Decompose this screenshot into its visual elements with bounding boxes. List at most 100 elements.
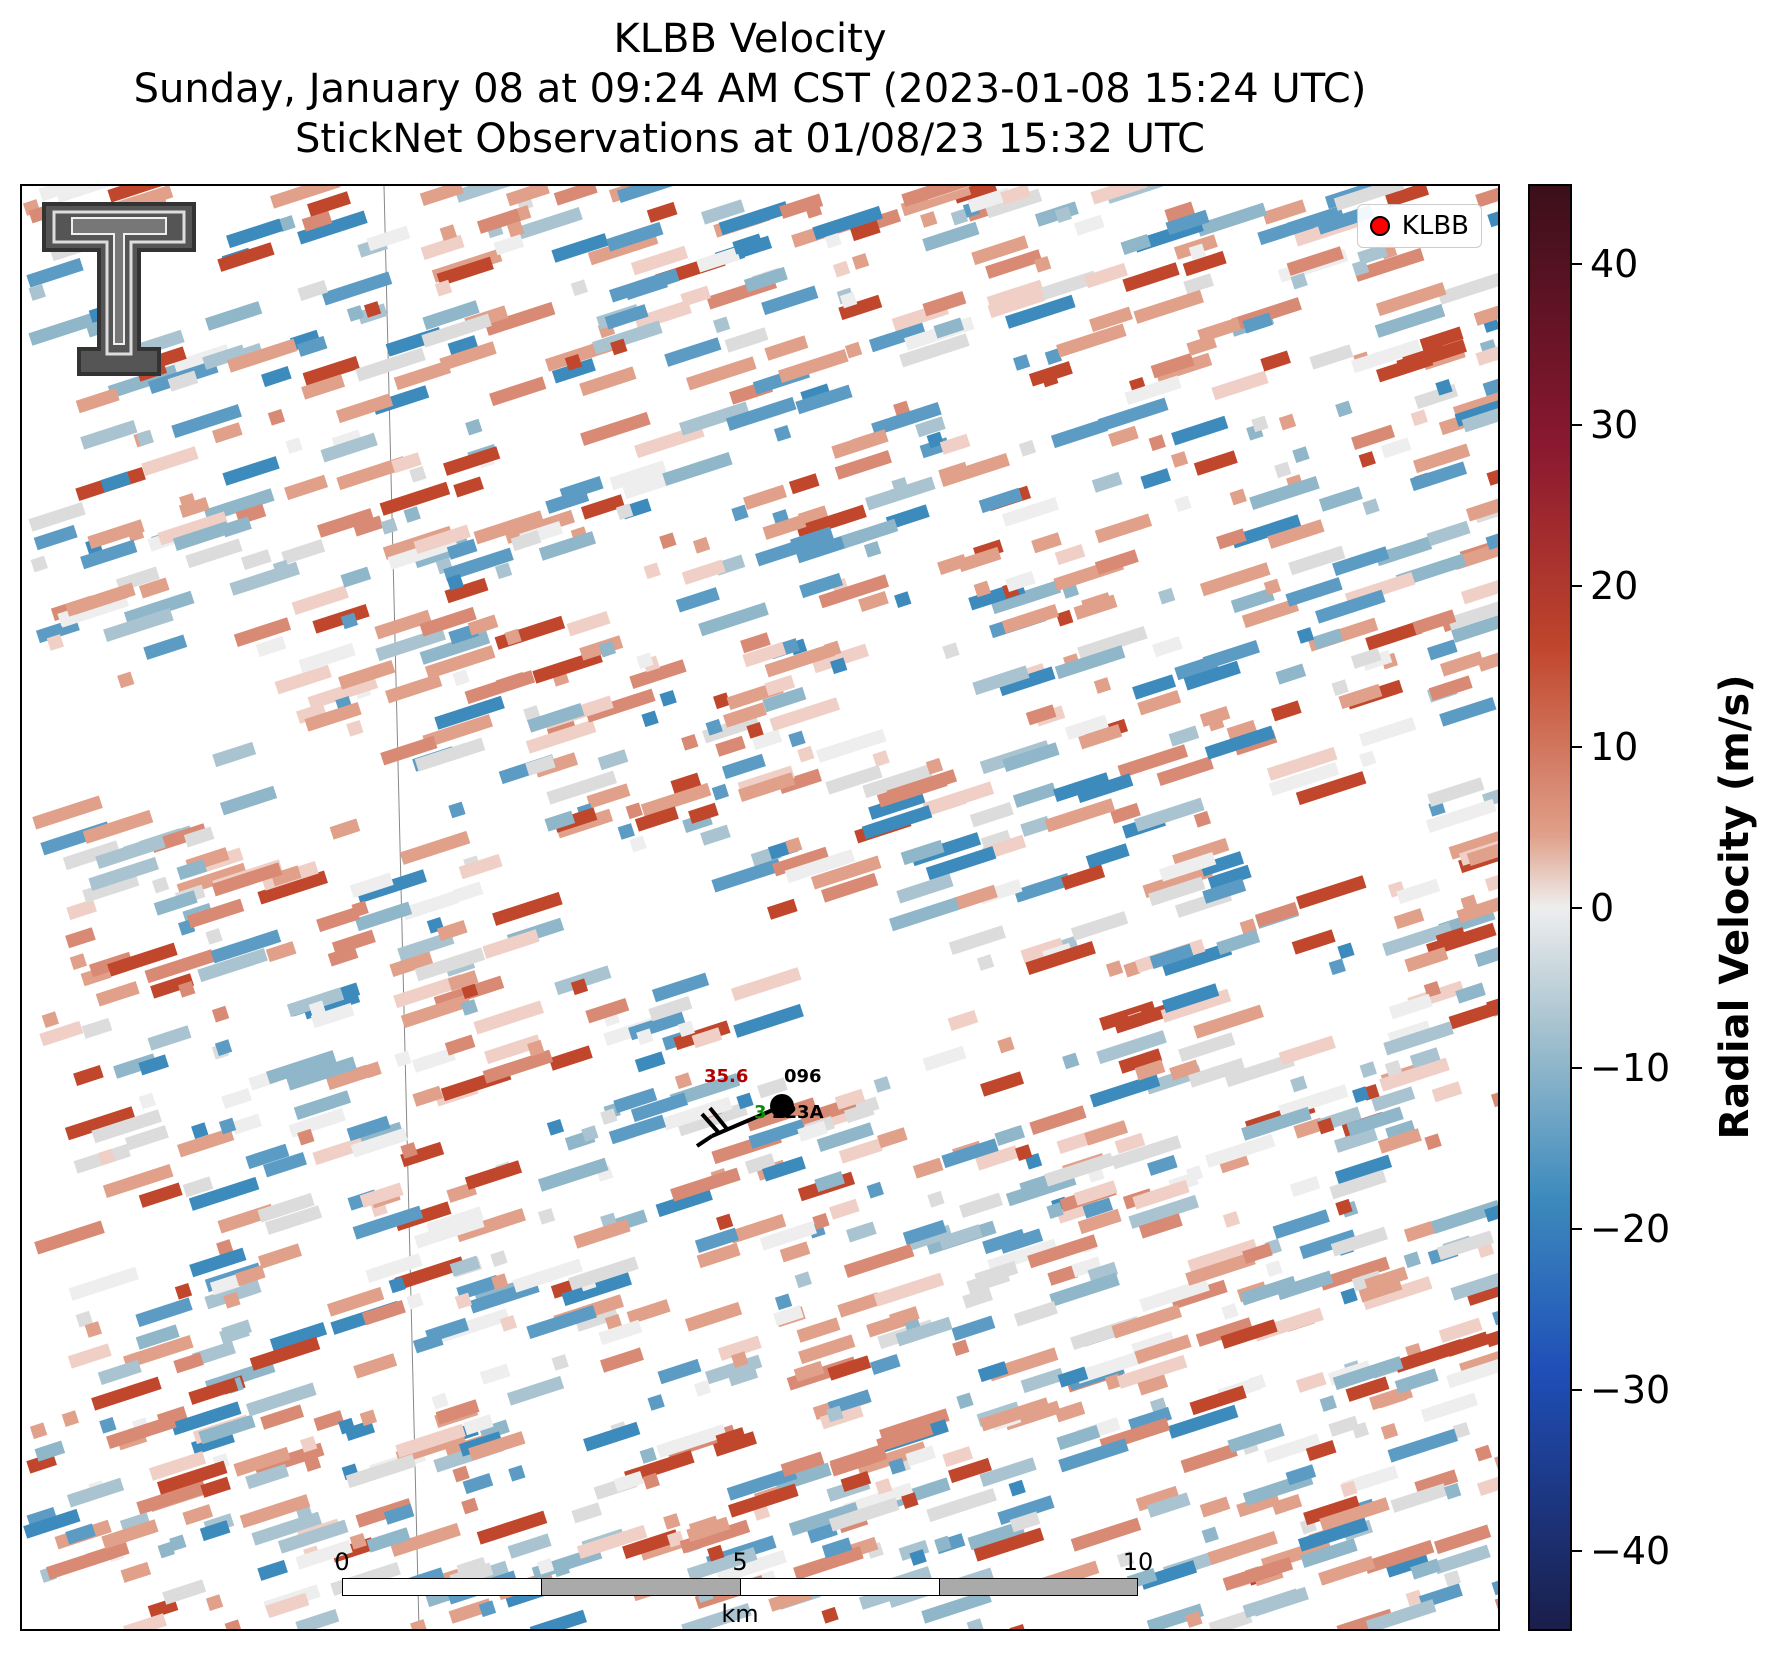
velocity-cell: [364, 1061, 382, 1079]
velocity-cell: [1097, 397, 1169, 432]
sticknet-station-plot[interactable]: 35.6 096 3 223A: [692, 1066, 852, 1176]
velocity-cell: [462, 1473, 494, 1495]
velocity-cell: [715, 735, 746, 757]
velocity-cell: [951, 1315, 996, 1341]
velocity-cell: [828, 1497, 900, 1532]
velocity-cell: [1491, 1565, 1498, 1596]
velocity-cell: [724, 327, 769, 353]
velocity-cell: [1120, 233, 1152, 255]
velocity-cell: [359, 1409, 378, 1427]
colorbar-tick: [1572, 1228, 1582, 1231]
velocity-cell: [281, 539, 326, 565]
velocity-cell: [889, 897, 960, 932]
velocity-cell: [1271, 1493, 1303, 1515]
velocity-cell: [796, 504, 867, 539]
velocity-cell: [821, 1606, 839, 1624]
velocity-cell: [696, 1242, 741, 1269]
velocity-cell: [34, 1440, 66, 1462]
velocity-cell: [119, 1512, 151, 1534]
velocity-cell: [157, 1541, 175, 1559]
velocity-cell: [858, 590, 889, 612]
velocity-cell: [296, 702, 327, 724]
velocity-cell: [1201, 1526, 1219, 1544]
velocity-cell: [1182, 250, 1227, 277]
velocity-cell: [795, 384, 853, 415]
velocity-cell: [439, 224, 458, 241]
velocity-cell: [439, 341, 497, 371]
velocity-cell: [113, 1053, 158, 1079]
velocity-cell: [812, 1212, 830, 1230]
velocity-cell: [97, 1359, 142, 1385]
velocity-cell: [1013, 354, 1031, 371]
velocity-cell: [1486, 456, 1498, 486]
velocity-cell: [1446, 1358, 1498, 1389]
velocity-cell: [211, 1005, 230, 1023]
velocity-cell: [1207, 864, 1252, 891]
velocity-cell: [453, 476, 484, 498]
velocity-cell: [1189, 1385, 1247, 1416]
velocity-cell: [1443, 1570, 1462, 1587]
velocity-cell: [1248, 1374, 1267, 1391]
velocity-cell: [608, 1114, 667, 1145]
velocity-cell: [581, 1125, 599, 1142]
velocity-cell: [507, 1533, 552, 1559]
velocity-cell: [838, 294, 883, 321]
velocity-cell: [1427, 639, 1458, 661]
velocity-cell: [977, 1361, 1009, 1383]
velocity-cell: [148, 1451, 207, 1481]
velocity-cell: [659, 532, 677, 550]
velocity-cell: [1423, 980, 1442, 998]
velocity-cell: [1199, 1496, 1231, 1518]
velocity-cell: [525, 719, 597, 754]
velocity-cell: [209, 1274, 241, 1296]
velocity-cell: [1046, 1202, 1064, 1219]
velocity-cell: [476, 208, 521, 234]
velocity-cell: [985, 249, 1043, 279]
velocity-cell: [82, 809, 154, 844]
radar-map[interactable]: KLBB 35.6 096 3 223A: [20, 184, 1500, 1631]
velocity-cell: [1424, 1133, 1442, 1151]
velocity-cell: [546, 770, 617, 805]
legend-label: KLBB: [1401, 211, 1469, 241]
velocity-cell: [489, 376, 547, 407]
velocity-cell: [1466, 836, 1498, 867]
velocity-cell: [463, 1414, 494, 1436]
velocity-cell: [1374, 536, 1433, 567]
velocity-cell: [1413, 443, 1471, 474]
velocity-cell: [625, 802, 643, 820]
velocity-cell: [1477, 1466, 1498, 1496]
velocity-cell: [1002, 742, 1060, 772]
velocity-cell: [711, 858, 782, 893]
velocity-cell: [138, 577, 170, 599]
velocity-cell: [401, 890, 459, 921]
velocity-cell: [452, 1465, 470, 1483]
velocity-cell: [185, 538, 243, 569]
velocity-cell: [1465, 496, 1498, 522]
velocity-cell: [221, 1319, 252, 1341]
velocity-cell: [366, 1527, 411, 1553]
velocity-cell: [349, 872, 394, 898]
velocity-cell: [636, 1028, 654, 1046]
velocity-cell: [1113, 1003, 1171, 1034]
velocity-cell: [141, 446, 199, 476]
velocity-cell: [73, 1064, 104, 1086]
velocity-cell: [267, 408, 286, 426]
velocity-cell: [123, 590, 195, 625]
velocity-cell: [1430, 1199, 1498, 1234]
velocity-cell: [1305, 1440, 1337, 1462]
velocity-cell: [736, 1092, 754, 1110]
velocity-cell: [1240, 1275, 1298, 1306]
velocity-cell: [301, 210, 333, 232]
velocity-cell: [796, 1317, 841, 1343]
velocity-cell: [829, 1198, 860, 1220]
velocity-cell: [1146, 1154, 1178, 1176]
velocity-cell: [790, 526, 834, 552]
velocity-cell: [75, 387, 120, 414]
velocity-cell: [1285, 1464, 1317, 1486]
velocity-cell: [1332, 1356, 1404, 1391]
velocity-cell: [647, 1394, 665, 1411]
velocity-cell: [1137, 690, 1182, 716]
velocity-cell: [1262, 199, 1307, 225]
velocity-cell: [1414, 1469, 1459, 1495]
velocity-cell: [600, 1347, 644, 1373]
